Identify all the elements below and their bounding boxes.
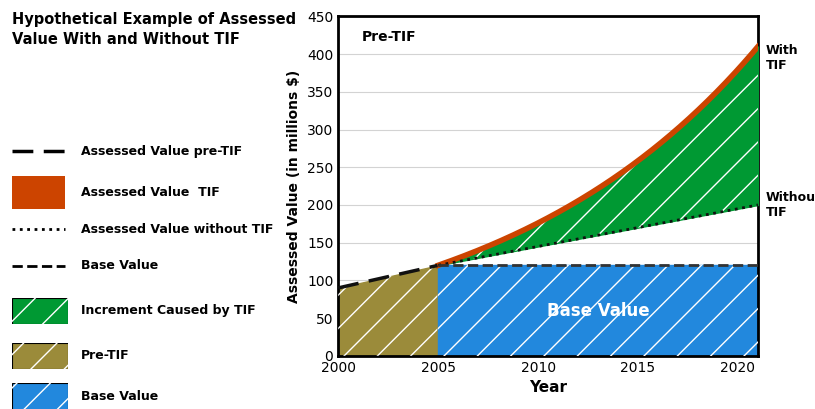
Text: Hypothetical Example of Assessed
Value With and Without TIF: Hypothetical Example of Assessed Value W… <box>12 12 297 47</box>
Text: Pre-TIF: Pre-TIF <box>81 349 129 362</box>
Text: Assessed Value pre-TIF: Assessed Value pre-TIF <box>81 145 241 158</box>
Text: Pre-TIF: Pre-TIF <box>362 30 416 44</box>
Text: Increment Caused by TIF: Increment Caused by TIF <box>81 304 255 317</box>
Text: Assessed Value  TIF: Assessed Value TIF <box>81 186 219 199</box>
Bar <box>12 176 65 209</box>
Text: Base Value: Base Value <box>81 259 158 272</box>
Text: Base Value: Base Value <box>81 390 158 403</box>
Y-axis label: Assessed Value (in millions $): Assessed Value (in millions $) <box>288 70 302 303</box>
Text: Base Value: Base Value <box>547 301 650 319</box>
Text: Assessed Value without TIF: Assessed Value without TIF <box>81 222 273 236</box>
Text: With
TIF: With TIF <box>766 44 799 72</box>
X-axis label: Year: Year <box>529 380 567 395</box>
Text: Without
TIF: Without TIF <box>766 191 815 219</box>
